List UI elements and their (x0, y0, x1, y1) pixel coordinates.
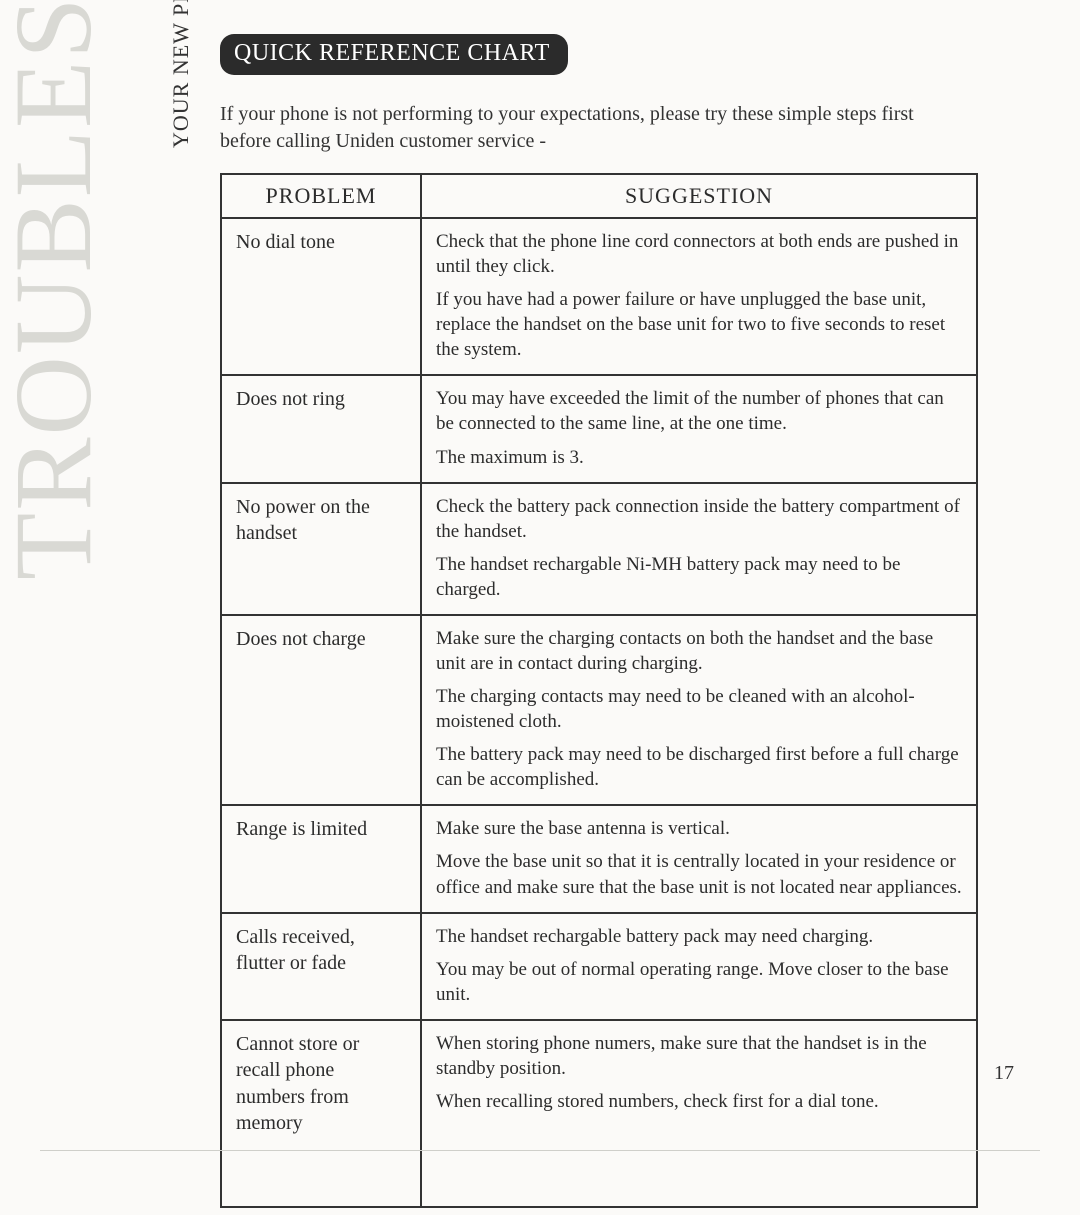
watermark-text: TROUBLESHOOTTING (0, 0, 117, 580)
suggestion-cell: The handset rechargable battery pack may… (421, 913, 977, 1020)
table-row: Cannot store or recall phone numbers fro… (221, 1020, 977, 1208)
suggestion-line: The handset rechargable Ni-MH battery pa… (436, 552, 962, 602)
suggestion-line: Check the battery pack connection inside… (436, 494, 962, 544)
suggestion-line: The handset rechargable battery pack may… (436, 924, 962, 949)
footer-rule (40, 1150, 1040, 1151)
table-row: Calls received, flutter or fade The hands… (221, 913, 977, 1020)
problem-cell: Range is limited (221, 805, 421, 912)
page: TROUBLESHOOTTING YOUR NEW PHONE QUICK RE… (0, 0, 1080, 1215)
suggestion-line: The battery pack may need to be discharg… (436, 742, 962, 792)
problem-cell: Does not charge (221, 615, 421, 805)
page-title: QUICK REFERENCE CHART (220, 34, 568, 75)
reference-table: PROBLEM SUGGESTION No dial tone Check tha… (220, 173, 978, 1208)
suggestion-line: When storing phone numers, make sure tha… (436, 1031, 962, 1081)
table-row: Does not ring You may have exceeded the l… (221, 375, 977, 482)
suggestion-line: Move the base unit so that it is central… (436, 849, 962, 899)
suggestion-line: You may be out of normal operating range… (436, 957, 962, 1007)
suggestion-line: If you have had a power failure or have … (436, 287, 962, 362)
table-body: No dial tone Check that the phone line co… (221, 218, 977, 1207)
suggestion-cell: Make sure the charging contacts on both … (421, 615, 977, 805)
suggestion-line: Make sure the charging contacts on both … (436, 626, 962, 676)
suggestion-cell: Check the battery pack connection inside… (421, 483, 977, 615)
suggestion-line: The charging contacts may need to be cle… (436, 684, 962, 734)
col-header-problem: PROBLEM (221, 174, 421, 218)
suggestion-cell: When storing phone numers, make sure tha… (421, 1020, 977, 1208)
suggestion-line: You may have exceeded the limit of the n… (436, 386, 962, 436)
table-row: Range is limitedMake sure the base anten… (221, 805, 977, 912)
table-header-row: PROBLEM SUGGESTION (221, 174, 977, 218)
suggestion-line: Make sure the base antenna is vertical. (436, 816, 962, 841)
suggestion-line: Check that the phone line cord connector… (436, 229, 962, 279)
problem-cell: Cannot store or recall phone numbers fro… (221, 1020, 421, 1208)
suggestion-cell: Make sure the base antenna is vertical. M… (421, 805, 977, 912)
suggestion-cell: You may have exceeded the limit of the n… (421, 375, 977, 482)
suggestion-line: When recalling stored numbers, check fir… (436, 1089, 962, 1114)
problem-cell: Does not ring (221, 375, 421, 482)
problem-cell: Calls received, flutter or fade (221, 913, 421, 1020)
page-number: 17 (994, 1062, 1014, 1085)
col-header-suggestion: SUGGESTION (421, 174, 977, 218)
suggestion-cell: Check that the phone line cord connector… (421, 218, 977, 375)
problem-cell: No dial tone (221, 218, 421, 375)
side-section-label: YOUR NEW PHONE (168, 0, 194, 148)
intro-text: If your phone is not performing to your … (220, 101, 960, 155)
table-row: No power on the handset Check the battery… (221, 483, 977, 615)
main-content: QUICK REFERENCE CHART If your phone is n… (220, 34, 1000, 1208)
suggestion-line: The maximum is 3. (436, 445, 962, 470)
problem-cell: No power on the handset (221, 483, 421, 615)
table-row: No dial tone Check that the phone line co… (221, 218, 977, 375)
table-row: Does not charge Make sure the charging co… (221, 615, 977, 805)
